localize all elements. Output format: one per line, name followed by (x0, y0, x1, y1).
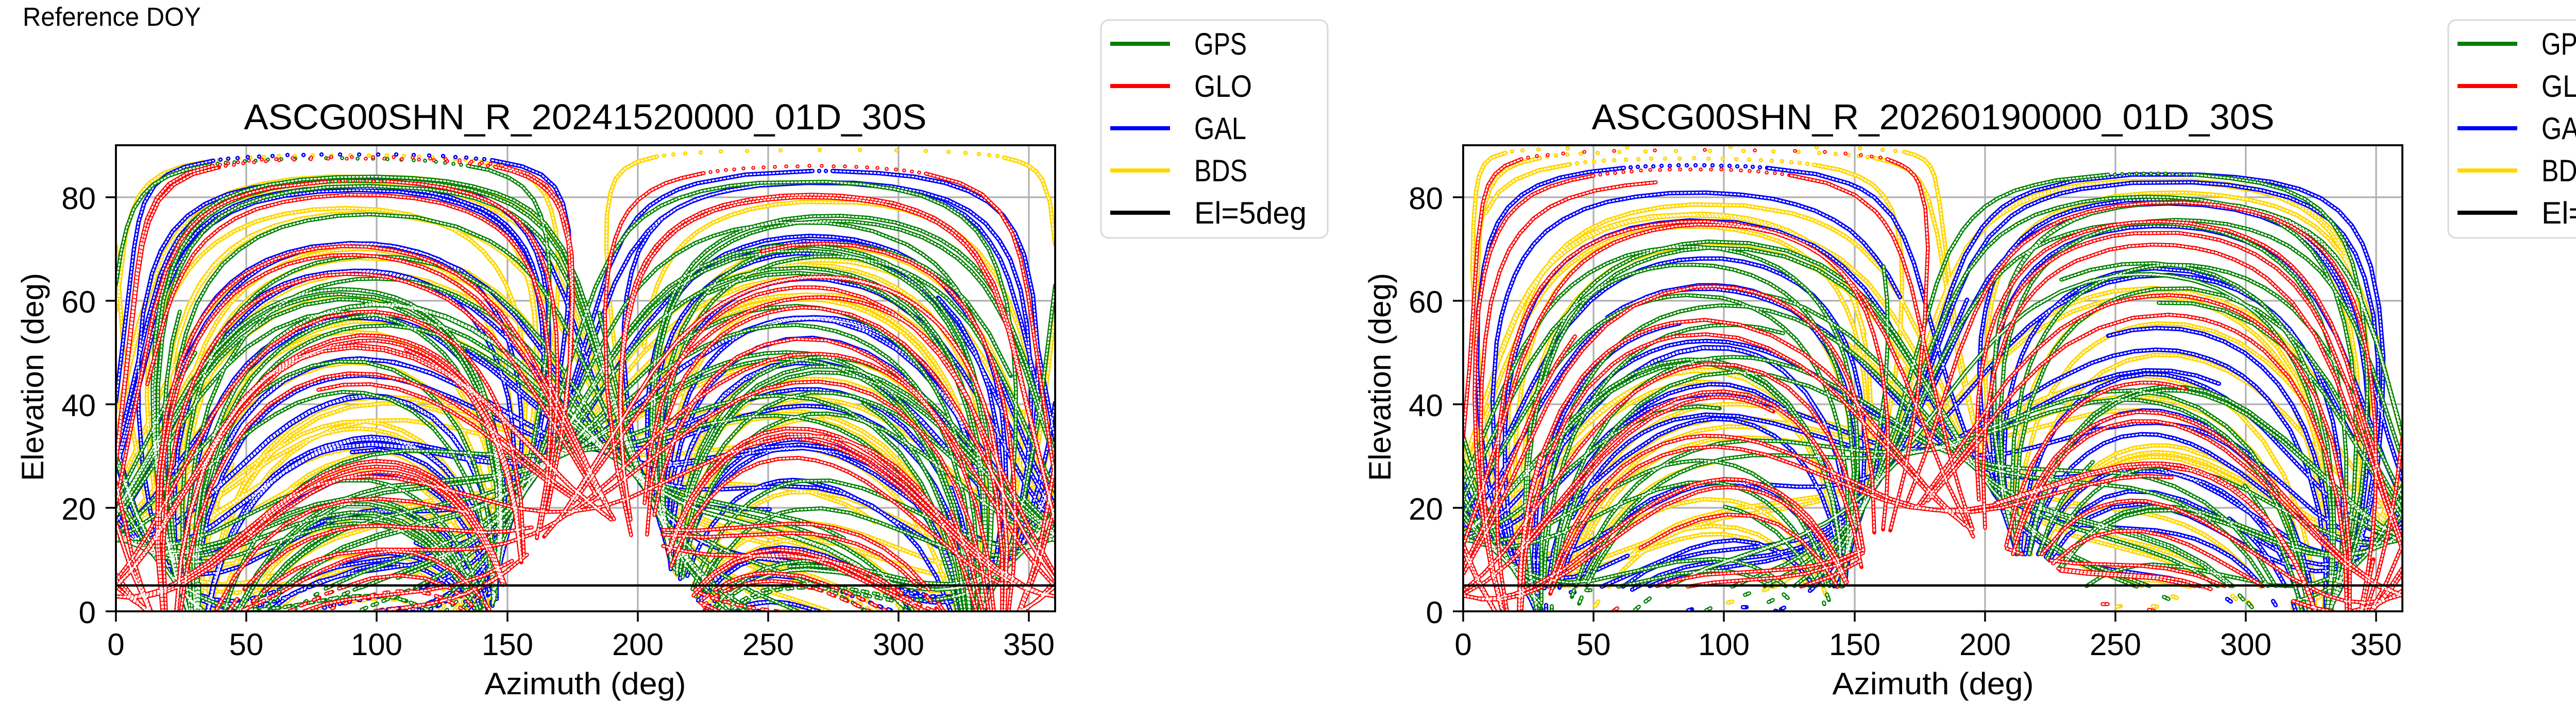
svg-text:Azimuth (deg): Azimuth (deg) (1833, 666, 2034, 701)
svg-text:150: 150 (1829, 627, 1880, 662)
svg-text:60: 60 (61, 285, 96, 319)
svg-text:50: 50 (1577, 627, 1611, 662)
svg-text:GAL: GAL (2541, 111, 2576, 146)
svg-text:BDS: BDS (2541, 153, 2576, 188)
svg-text:GPS: GPS (2541, 27, 2576, 61)
svg-text:100: 100 (1698, 627, 1750, 662)
svg-text:80: 80 (1409, 181, 1443, 216)
svg-text:80: 80 (61, 181, 96, 216)
svg-text:GAL: GAL (1194, 111, 1246, 146)
svg-text:Elevation (deg): Elevation (deg) (1363, 273, 1397, 481)
svg-text:350: 350 (1003, 627, 1055, 662)
svg-text:0: 0 (79, 595, 96, 630)
svg-text:20: 20 (61, 492, 96, 526)
svg-text:Azimuth (deg): Azimuth (deg) (485, 666, 686, 701)
svg-text:100: 100 (351, 627, 402, 662)
svg-text:200: 200 (1959, 627, 2011, 662)
svg-text:ASCG00SHN_R_20241520000_01D_30: ASCG00SHN_R_20241520000_01D_30S (244, 97, 927, 137)
svg-text:150: 150 (482, 627, 533, 662)
svg-text:Reference DOY: Reference DOY (23, 2, 201, 31)
svg-text:300: 300 (2220, 627, 2272, 662)
svg-text:0: 0 (1426, 595, 1443, 630)
svg-text:250: 250 (2090, 627, 2141, 662)
svg-text:50: 50 (229, 627, 264, 662)
svg-text:250: 250 (742, 627, 794, 662)
svg-text:200: 200 (612, 627, 664, 662)
svg-text:60: 60 (1409, 285, 1443, 319)
svg-text:El=5deg: El=5deg (2541, 196, 2576, 230)
svg-text:350: 350 (2350, 627, 2402, 662)
svg-text:GPS: GPS (1194, 27, 1247, 61)
svg-text:GLO: GLO (2541, 69, 2576, 104)
svg-text:20: 20 (1409, 492, 1443, 526)
svg-text:0: 0 (1454, 627, 1471, 662)
svg-text:300: 300 (873, 627, 924, 662)
svg-text:El=5deg: El=5deg (1194, 196, 1307, 230)
svg-text:0: 0 (107, 627, 124, 662)
svg-text:40: 40 (1409, 388, 1443, 423)
svg-text:BDS: BDS (1194, 153, 1247, 188)
svg-text:40: 40 (61, 388, 96, 423)
svg-text:Elevation (deg): Elevation (deg) (15, 273, 50, 481)
svg-text:ASCG00SHN_R_20260190000_01D_30: ASCG00SHN_R_20260190000_01D_30S (1592, 97, 2275, 137)
svg-text:GLO: GLO (1194, 69, 1252, 104)
